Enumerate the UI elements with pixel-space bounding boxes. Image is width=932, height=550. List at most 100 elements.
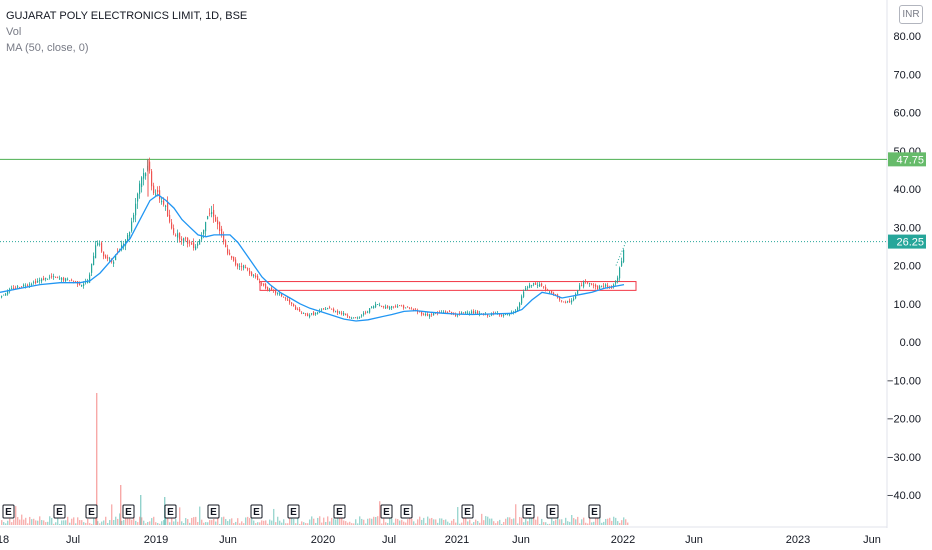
volume-indicator-label[interactable]: Vol: [6, 26, 22, 38]
volume-bar: [539, 523, 541, 525]
earnings-marker-letter: E: [167, 507, 174, 518]
volume-bar: [1, 520, 3, 525]
x-tick-label: 2021: [445, 534, 469, 546]
volume-bar: [277, 516, 279, 525]
earnings-marker-letter: E: [210, 507, 217, 518]
candle-body: [483, 314, 485, 316]
candle-body: [217, 220, 219, 225]
volume-bar: [77, 517, 79, 525]
candle-body: [97, 242, 99, 245]
earnings-marker[interactable]: E: [287, 504, 300, 519]
candle-body: [395, 306, 397, 307]
volume-bar: [57, 518, 59, 525]
volume-bar: [235, 521, 237, 525]
earnings-marker[interactable]: E: [333, 504, 346, 519]
volume-bar: [273, 508, 275, 525]
candle-body: [193, 242, 195, 248]
candle-body: [223, 234, 225, 242]
volume-bar: [469, 519, 471, 525]
y-tick-label: 20.00: [893, 261, 921, 273]
volume-bar: [99, 523, 101, 525]
volume-bar: [403, 521, 405, 525]
earnings-marker-letter: E: [290, 507, 297, 518]
volume-bar: [611, 520, 613, 525]
earnings-marker-box: [380, 504, 393, 519]
candle-body: [575, 294, 577, 299]
candle-body: [351, 317, 353, 319]
volume-bar: [227, 521, 229, 525]
volume-bar: [217, 516, 219, 525]
candle-body: [431, 314, 433, 316]
volume-bar: [189, 522, 191, 525]
candle-body: [563, 301, 565, 303]
volume-bar: [391, 518, 393, 525]
volume-bar: [529, 517, 531, 525]
volume-bar: [225, 519, 227, 525]
volume-bar: [489, 518, 491, 525]
candle-body: [373, 306, 375, 309]
candle-body: [63, 277, 65, 281]
candle-body: [569, 300, 571, 303]
volume-bar: [171, 514, 173, 525]
candle-body: [345, 313, 347, 316]
earnings-marker[interactable]: E: [588, 504, 601, 519]
volume-bar: [143, 520, 145, 525]
candle-body: [99, 243, 101, 245]
ma-indicator-label[interactable]: MA (50, close, 0): [6, 42, 89, 54]
currency-button[interactable]: INR: [899, 5, 923, 24]
candle-body: [347, 315, 349, 317]
candle-body: [467, 312, 469, 314]
volume-bar: [381, 523, 383, 525]
earnings-marker[interactable]: E: [461, 504, 474, 519]
volume-bar: [97, 521, 99, 525]
volume-bar: [203, 522, 205, 525]
earnings-marker-box: [522, 504, 535, 519]
volume-bar: [229, 519, 231, 525]
earnings-marker[interactable]: E: [122, 504, 135, 519]
candle-body: [401, 305, 403, 307]
volume-bar: [33, 518, 35, 525]
volume-bar: [585, 522, 587, 525]
earnings-marker[interactable]: E: [85, 504, 98, 519]
candle-body: [153, 185, 155, 194]
volume-bar: [451, 520, 453, 525]
y-tick-label: 30.00: [893, 222, 921, 234]
earnings-marker[interactable]: E: [2, 504, 15, 519]
candle-body: [291, 302, 293, 305]
candle-body: [329, 307, 331, 309]
symbol-title[interactable]: GUJARAT POLY ELECTRONICS LIMIT, 1D, BSE: [6, 10, 248, 22]
volume-bar: [385, 522, 387, 525]
candle-body: [53, 276, 55, 277]
volume-bar: [43, 520, 45, 525]
volume-bar: [439, 518, 441, 525]
candle-body: [15, 287, 17, 289]
candle-body: [241, 266, 243, 268]
earnings-marker[interactable]: E: [207, 504, 220, 519]
volume-bar: [613, 516, 615, 525]
earnings-marker[interactable]: E: [380, 504, 393, 519]
volume-bar: [417, 519, 419, 525]
earnings-marker-letter: E: [125, 507, 132, 518]
volume-bar: [95, 518, 97, 525]
volume-bar: [119, 513, 121, 525]
volume-bar: [71, 518, 73, 525]
volume-bar: [29, 516, 31, 525]
candle-body: [499, 313, 501, 316]
earnings-marker[interactable]: E: [250, 504, 263, 519]
earnings-marker[interactable]: E: [53, 504, 66, 519]
candle-body: [539, 284, 541, 287]
candle-body: [233, 256, 235, 261]
volume-bar: [120, 485, 122, 525]
earnings-marker[interactable]: E: [546, 504, 559, 519]
candle-body: [163, 200, 165, 205]
volume-bar: [473, 522, 475, 525]
volume-bar: [335, 519, 337, 525]
candle-body: [537, 285, 539, 286]
earnings-marker[interactable]: E: [522, 504, 535, 519]
volume-bar: [173, 521, 175, 525]
volume-bar: [11, 522, 13, 525]
earnings-marker[interactable]: E: [164, 504, 177, 519]
earnings-marker[interactable]: E: [400, 504, 413, 519]
volume-bar: [73, 517, 75, 525]
